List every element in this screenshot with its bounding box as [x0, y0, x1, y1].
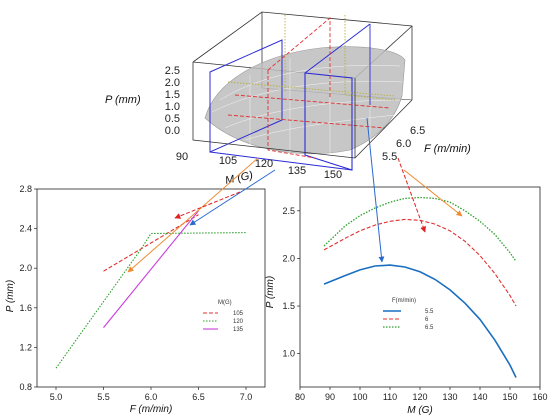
x-tick: 150 — [324, 169, 342, 181]
blue-plane-bottom — [209, 151, 353, 171]
x-axis-label-3d: M (G) — [224, 169, 254, 187]
surface-panel: 2.5 2.0 1.5 1.0 0.5 0.0 P (mm) 90 105 12… — [105, 11, 471, 187]
left-plot-frame — [36, 188, 266, 388]
series-line-135 — [103, 210, 199, 328]
left-plot: 0.8 1.2 1.6 2.0 2.4 2.8 5.0 5.5 6.0 6.5 7.0 P (mm… — [5, 184, 266, 415]
legend-label-6: 6 — [425, 317, 429, 323]
box-front-edges — [192, 62, 413, 159]
arrow-orange-right — [403, 169, 463, 217]
z-tick: 1.5 — [165, 89, 180, 101]
x-tick-label: 90 — [325, 392, 335, 402]
x-tick: 135 — [288, 165, 306, 177]
x-tick-label: 130 — [442, 392, 457, 402]
left-legend-title: M(G) — [218, 300, 232, 306]
arrow-blue-right — [366, 117, 385, 263]
y-tick-label: 2.5 — [282, 206, 295, 216]
right-legend: F(m/min) 5.5 6 6.5 — [383, 298, 434, 331]
x-tick-label: 6.5 — [192, 392, 205, 402]
x-tick-label: 120 — [412, 392, 427, 402]
y-tick-label: 1.2 — [19, 342, 32, 352]
x-tick-label: 5.5 — [97, 392, 110, 402]
arrow-orange-left — [127, 157, 259, 273]
z-axis-ticks: 2.5 2.0 1.5 1.0 0.5 0.0 — [165, 65, 180, 137]
x-tick-label: 80 — [295, 392, 305, 402]
series-line-6 — [323, 218, 517, 307]
y-tick-label: 0.8 — [19, 382, 32, 392]
right-plot: 1.0 1.5 2.0 2.5 80 90 100 110 120 130 140 150 160 P… — [265, 186, 548, 416]
legend-label-5.5: 5.5 — [425, 309, 434, 315]
red-planes — [227, 17, 391, 159]
blue-plane-f — [209, 39, 283, 153]
x-tick: 120 — [255, 158, 273, 170]
y-axis-ticks-3d: 6.5 6.0 5.5 — [382, 125, 425, 163]
y-tick-label: 2.0 — [282, 253, 295, 263]
y-tick-label: 1.5 — [282, 301, 295, 311]
right-y-label: P (mm) — [265, 276, 276, 308]
y-tick-label: 2.8 — [19, 184, 32, 194]
legend-label-135: 135 — [233, 327, 244, 333]
x-tick: 105 — [219, 155, 237, 167]
y-tick-label: 1.0 — [282, 349, 295, 359]
z-tick: 2.0 — [165, 77, 180, 89]
right-x-ticks: 80 90 100 110 120 130 140 150 160 — [295, 387, 548, 402]
left-x-ticks: 5.0 5.5 6.0 6.5 7.0 — [50, 387, 253, 402]
arrow-blue-left — [189, 169, 276, 226]
right-x-label: M (G) — [407, 405, 433, 416]
series-line-6.5 — [323, 196, 517, 262]
left-legend: M(G) 105 120 135 — [203, 300, 244, 333]
series-line-5.5 — [323, 264, 517, 378]
z-tick: 2.5 — [165, 65, 180, 77]
right-y-ticks: 1.0 1.5 2.0 2.5 — [282, 206, 300, 359]
right-legend-title: F(m/min) — [392, 298, 416, 304]
x-tick-label: 160 — [532, 392, 547, 402]
x-tick-label: 100 — [352, 392, 367, 402]
legend-label-6.5: 6.5 — [425, 325, 434, 331]
x-tick-label: 110 — [383, 392, 397, 402]
arrow-red-right — [397, 157, 426, 233]
z-axis-label: P (mm) — [105, 94, 141, 106]
left-y-ticks: 0.8 1.2 1.6 2.0 2.4 2.8 — [19, 184, 37, 392]
x-tick-label: 140 — [472, 392, 487, 402]
legend-label-120: 120 — [233, 319, 244, 325]
y-tick-label: 2.0 — [19, 263, 32, 273]
surface-mesh — [211, 48, 403, 156]
x-axis-ticks-3d: 90 105 120 135 150 — [176, 151, 342, 181]
x-tick-label: 5.0 — [50, 392, 63, 402]
z-tick: 1.0 — [165, 101, 180, 113]
left-x-label: F (m/min) — [130, 404, 173, 415]
y-tick-label: 1.6 — [19, 303, 32, 313]
y-tick: 6.0 — [396, 138, 411, 150]
olive-planes — [227, 15, 396, 101]
x-tick-label: 7.0 — [240, 392, 253, 402]
y-tick-label: 2.4 — [19, 224, 32, 234]
y-tick: 6.5 — [410, 125, 425, 137]
blue-plane-top — [304, 23, 371, 74]
x-tick-label: 150 — [502, 392, 517, 402]
connector-arrows — [127, 117, 463, 273]
legend-label-105: 105 — [233, 311, 244, 317]
z-tick: 0.5 — [165, 113, 180, 125]
y-tick: 5.5 — [382, 151, 397, 163]
box-back-edges — [192, 11, 413, 100]
x-tick: 90 — [176, 151, 188, 163]
left-y-label: P (mm) — [5, 280, 16, 312]
right-series-lines — [323, 196, 517, 378]
series-line-120 — [55, 232, 247, 369]
z-tick: 0.0 — [165, 125, 180, 137]
y-axis-label-3d: F (m/min) — [424, 143, 471, 155]
x-tick-label: 6.0 — [145, 392, 158, 402]
